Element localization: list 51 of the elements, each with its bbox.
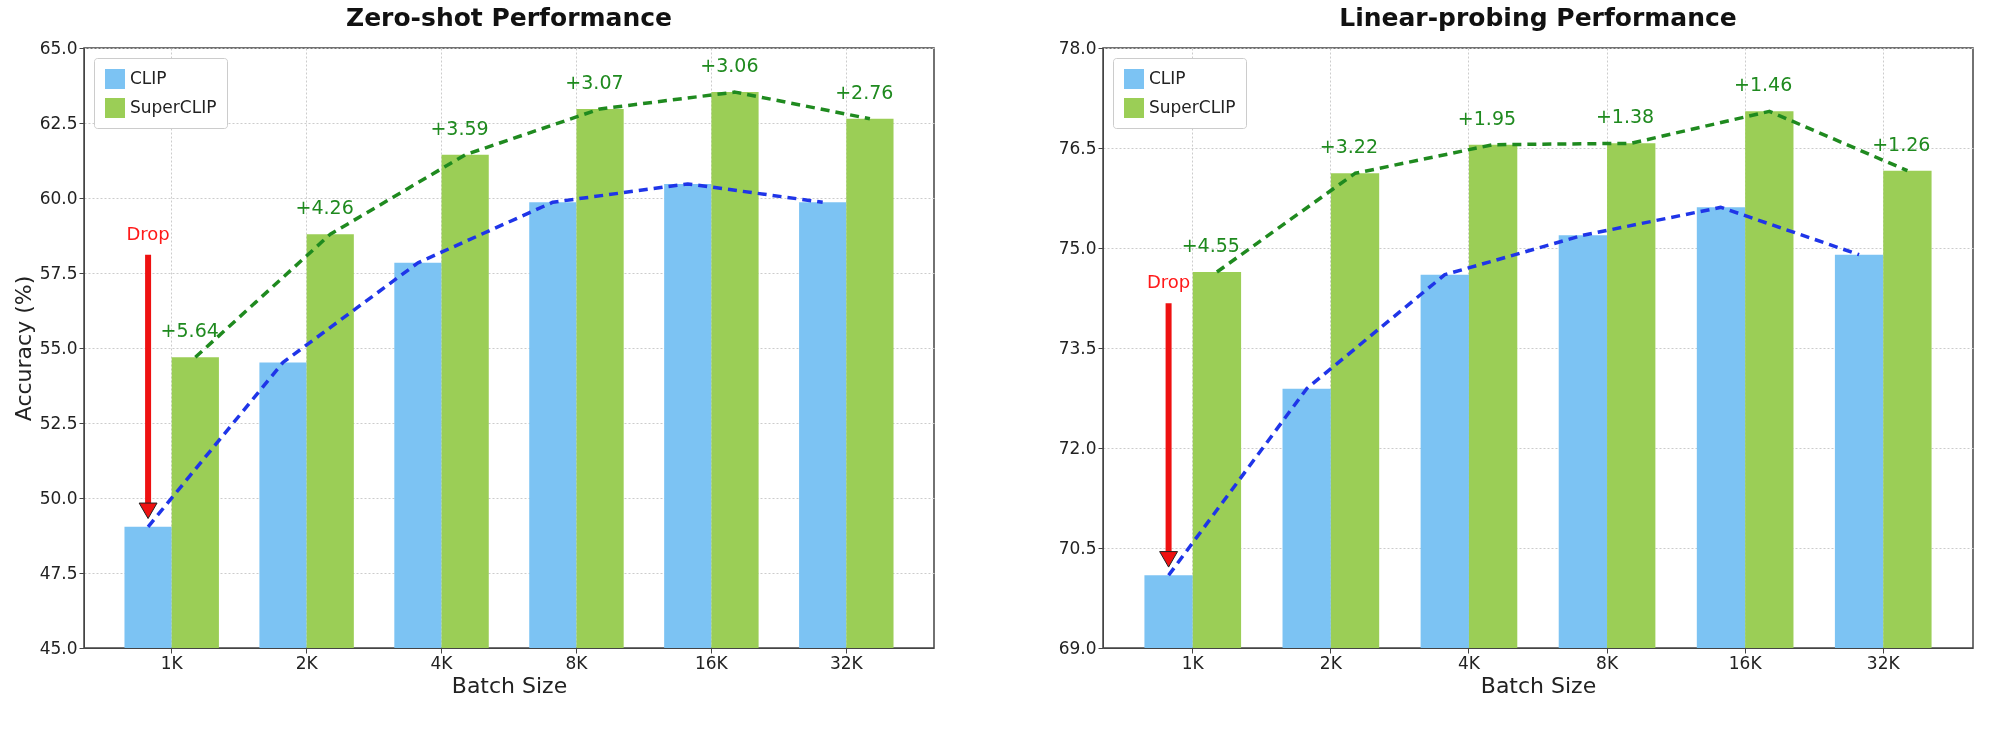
y-tick-label: 57.5	[39, 262, 78, 283]
annotation: +2.76	[835, 80, 894, 103]
y-tick-label: 75.0	[1058, 237, 1097, 258]
x-tick-label: 8K	[1596, 652, 1619, 673]
annotation: +3.07	[565, 70, 624, 93]
y-tick-label: 55.0	[39, 337, 78, 358]
annotation: +4.26	[295, 196, 354, 219]
x-tick-label: 2K	[295, 652, 319, 673]
annotation: +3.06	[700, 54, 759, 77]
annotation: +1.95	[1457, 106, 1517, 129]
x-tick-label: 4K	[430, 652, 454, 673]
y-tick-label: 50.0	[39, 487, 78, 508]
x-tick-label: 4K	[1457, 652, 1481, 673]
y-axis-title: Accuracy (%)	[10, 275, 36, 422]
x-tick-label: 32K	[829, 652, 864, 673]
annotation: +1.26	[1872, 132, 1931, 155]
annotation: Drop	[1146, 271, 1191, 293]
x-tick-label: 8K	[565, 652, 589, 673]
y-tick-label: 69.0	[1058, 637, 1097, 658]
y-tick-label: 47.5	[39, 562, 78, 583]
annotation: +4.55	[1181, 234, 1240, 256]
x-tick-label: 32K	[1866, 652, 1901, 673]
y-tick-label: 70.5	[1058, 537, 1097, 558]
y-tick-label: 72.0	[1058, 437, 1097, 458]
y-tick-label: 78.0	[1058, 37, 1097, 58]
annotation: +5.64	[160, 319, 219, 342]
annotation: +1.46	[1734, 73, 1793, 96]
x-axis-title: Batch Size	[451, 672, 568, 698]
y-tick-label: 65.0	[39, 37, 78, 58]
chart-title: Zero-shot Performance	[346, 3, 672, 32]
y-tick-label: 52.5	[39, 412, 78, 433]
x-tick-label: 16K	[1728, 652, 1763, 673]
x-tick-label: 2K	[1319, 652, 1343, 673]
y-tick-label: 45.0	[39, 637, 78, 658]
y-tick-label: 62.5	[39, 112, 78, 133]
legend-label: SuperCLIP	[130, 97, 217, 117]
annotation: +1.38	[1595, 105, 1655, 128]
chart-title: Linear-probing Performance	[1339, 3, 1737, 32]
y-tick-label: 73.5	[1058, 337, 1097, 358]
annotation: +3.59	[430, 116, 489, 139]
annotation: +3.22	[1319, 135, 1378, 158]
annotation: Drop	[126, 222, 170, 244]
legend-label: CLIP	[130, 68, 167, 88]
legend-label: SuperCLIP	[1149, 97, 1236, 117]
x-tick-label: 16K	[694, 652, 729, 673]
x-tick-label: 1K	[1181, 652, 1205, 673]
y-tick-label: 76.5	[1058, 137, 1097, 158]
x-tick-label: 1K	[160, 652, 184, 673]
y-tick-label: 60.0	[39, 187, 78, 208]
legend-label: CLIP	[1149, 68, 1186, 88]
x-axis-title: Batch Size	[1480, 672, 1597, 698]
